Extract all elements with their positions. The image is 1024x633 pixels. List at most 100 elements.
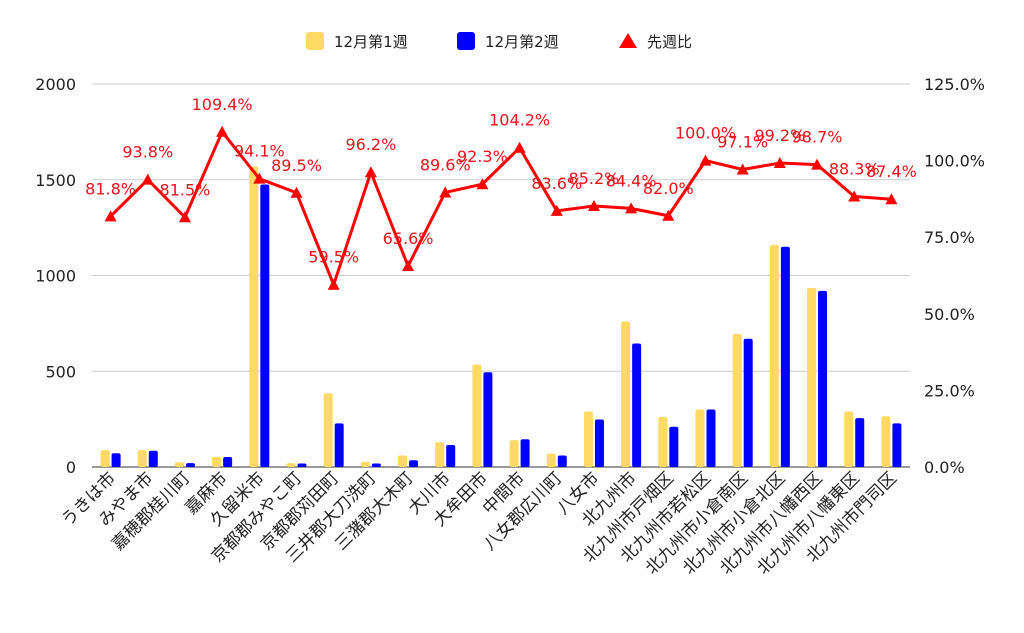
ratio-marker	[885, 193, 898, 205]
ratio-data-label: 87.4%	[866, 162, 917, 181]
bar-week1	[360, 461, 370, 467]
left-tick-label: 0	[66, 458, 76, 477]
right-y-axis: 0.0% 25.0% 50.0% 75.0% 100.0% 125.0%	[924, 75, 985, 477]
legend-label: 12月第2週	[485, 33, 559, 51]
bar-week1	[212, 457, 222, 467]
ratio-marker	[662, 209, 675, 221]
ratio-marker	[178, 211, 191, 223]
bar-week2	[185, 463, 195, 467]
ratio-data-label: 89.5%	[271, 156, 322, 175]
bar-week2	[371, 463, 381, 467]
bar-week2	[409, 460, 419, 467]
bar-week2	[669, 426, 679, 467]
bar-week1	[695, 409, 705, 467]
bar-week1	[583, 411, 593, 467]
bar-week1	[174, 462, 184, 467]
right-tick-label: 25.0%	[924, 381, 975, 400]
legend-label: 12月第1週	[334, 33, 408, 51]
ratio-marker	[364, 166, 377, 178]
legend-label: 先週比	[647, 33, 692, 51]
bar-week2	[594, 419, 604, 467]
ratio-marker	[848, 190, 861, 202]
ratio-data-label: 99.2%	[754, 126, 805, 145]
x-axis-categories: うきは市みやま市嘉穂郡桂川町嘉麻市久留米市京都郡みやこ町京都郡苅田町三井郡大刀洗…	[58, 468, 901, 578]
bar-week1	[658, 416, 668, 467]
ratio-marker	[141, 173, 154, 185]
legend-swatch	[619, 33, 637, 48]
ratio-data-label: 97.1%	[717, 132, 768, 151]
bar-week1	[249, 166, 259, 467]
bar-week1	[881, 416, 891, 467]
bar-week1	[769, 244, 779, 467]
bar-week2	[632, 343, 642, 467]
right-tick-label: 75.0%	[924, 228, 975, 247]
bar-week2	[892, 423, 902, 467]
bar-week2	[706, 409, 716, 467]
bar-week2	[297, 463, 307, 467]
ratio-marker	[290, 186, 303, 198]
legend-swatch	[306, 32, 324, 50]
ratio-data-label: 94.1%	[234, 142, 285, 161]
bar-week2	[260, 184, 270, 467]
ratio-data-label: 109.4%	[192, 95, 253, 114]
left-tick-label: 2000	[35, 75, 76, 94]
bar-week1	[323, 393, 333, 467]
ratio-data-label: 98.7%	[792, 128, 843, 147]
ratio-data-label: 59.5%	[308, 248, 359, 267]
ratio-data-label: 93.8%	[122, 143, 173, 162]
bar-week2	[111, 453, 121, 467]
ratio-data-label: 84.4%	[606, 171, 657, 190]
bar-week1	[435, 442, 445, 467]
legend-swatch	[457, 32, 475, 50]
bar-week1	[472, 364, 482, 467]
ratio-marker	[513, 141, 526, 153]
bar-week2	[446, 444, 456, 467]
ratio-data-label: 81.5%	[160, 180, 211, 199]
bar-week2	[855, 418, 865, 467]
ratio-data-label: 104.2%	[489, 111, 550, 130]
ratio-data-label: 89.6%	[420, 155, 471, 174]
left-y-axis: 0 500 1000 1500 2000	[35, 75, 76, 477]
ratio-data-label: 96.2%	[345, 135, 396, 154]
ratio-marker	[550, 204, 563, 216]
right-tick-label: 0.0%	[924, 458, 965, 477]
bar-week2	[557, 455, 567, 467]
left-tick-label: 500	[45, 362, 76, 381]
ratio-line	[109, 130, 892, 287]
ratio-marker	[773, 157, 786, 169]
left-tick-label: 1000	[35, 267, 76, 286]
ratio-marker	[253, 172, 266, 184]
bar-week1	[100, 450, 110, 467]
bar-week2	[334, 423, 344, 467]
bar-week1	[509, 440, 519, 467]
bar-week2	[520, 439, 530, 467]
ratio-data-label: 100.0%	[675, 124, 736, 143]
left-tick-label: 1500	[35, 171, 76, 190]
ratio-marker	[476, 178, 489, 190]
ratio-data-label: 82.0%	[643, 179, 694, 198]
ratio-marker	[587, 199, 600, 211]
ratio-data-label: 81.8%	[85, 179, 136, 198]
ratio-marker	[625, 202, 638, 214]
bar-week2	[148, 450, 158, 467]
ratio-marker	[402, 260, 415, 272]
legend: 12月第1週 12月第2週 先週比	[306, 32, 692, 51]
bar-week1	[621, 321, 631, 467]
ratio-data-label: 88.3%	[829, 159, 880, 178]
ratio-data-label: 92.3%	[457, 147, 508, 166]
ratio-marker	[216, 125, 229, 137]
ratio-marker	[439, 186, 452, 198]
right-tick-label: 50.0%	[924, 305, 975, 324]
ratio-marker	[736, 163, 749, 175]
ratio-data-label: 83.6%	[531, 174, 582, 193]
bar-week2	[780, 246, 790, 467]
bar-week1	[732, 333, 742, 467]
right-tick-label: 100.0%	[924, 152, 985, 171]
ratio-data-label: 65.6%	[383, 229, 434, 248]
bar-week1	[137, 450, 147, 467]
bar-week1	[286, 463, 296, 467]
ratio-marker	[327, 278, 340, 290]
ratio-data-label: 85.2%	[569, 169, 620, 188]
ratio-marker	[104, 210, 117, 222]
